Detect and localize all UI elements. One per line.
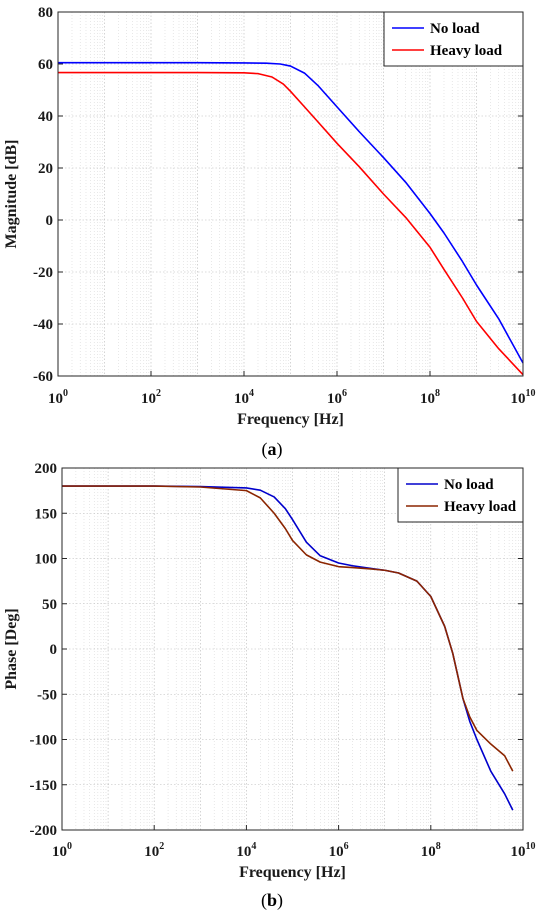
x-tick-label: 100 xyxy=(52,841,72,860)
x-axis-label: Frequency [Hz] xyxy=(237,411,344,428)
x-tick-label: 102 xyxy=(144,841,164,860)
series-line-heavy-load xyxy=(58,71,524,376)
x-tick-label: 106 xyxy=(329,841,349,860)
legend-box xyxy=(397,467,524,523)
legend: No load Heavy load xyxy=(383,11,524,67)
plot-frame xyxy=(57,11,524,377)
x-tick-label: 104 xyxy=(234,388,254,407)
x-tick-label: 1010 xyxy=(511,388,536,407)
caption-a: (a) xyxy=(262,439,283,460)
y-tick-label: 0 xyxy=(46,213,54,229)
legend-label: No load xyxy=(444,477,494,493)
x-tick-label: 104 xyxy=(236,841,256,860)
legend-box xyxy=(383,11,524,67)
y-tick-label: 100 xyxy=(35,552,58,568)
y-tick-label: 80 xyxy=(38,5,53,21)
y-tick-label: -60 xyxy=(33,369,53,385)
y-tick-label: 150 xyxy=(35,506,58,522)
y-tick-label: 40 xyxy=(38,109,53,125)
magnitude-plot: -60 -40 -20 0 20 40 60 80 100 102 104 106 108 1010 Fre… xyxy=(3,5,536,428)
y-tick-label: -100 xyxy=(30,733,58,749)
caption-b: (b) xyxy=(261,890,283,911)
x-tick-label: 108 xyxy=(420,388,440,407)
x-tick-label: 1010 xyxy=(511,841,536,860)
y-tick-label: -200 xyxy=(30,823,58,839)
plot-frame xyxy=(61,467,524,831)
x-tick-label: 100 xyxy=(48,388,68,407)
series-line-no-load xyxy=(58,61,524,364)
legend: No load Heavy load xyxy=(397,467,524,523)
x-tick-label: 102 xyxy=(141,388,161,407)
y-tick-label: 50 xyxy=(42,597,57,613)
legend-label: Heavy load xyxy=(444,499,517,515)
legend-label: Heavy load xyxy=(430,43,503,59)
y-tick-label: 20 xyxy=(38,161,53,177)
y-axis-label: Phase [Deg] xyxy=(3,608,20,689)
x-axis-label: Frequency [Hz] xyxy=(239,864,346,881)
phase-plot: -200 -150 -100 -50 0 50 100 150 200 100 102 104 106 1… xyxy=(3,461,536,881)
x-tick-label: 106 xyxy=(327,388,347,407)
x-tick-label: 108 xyxy=(421,841,441,860)
legend-label: No load xyxy=(430,21,480,37)
y-tick-label: 0 xyxy=(50,642,58,658)
y-tick-label: 60 xyxy=(38,57,53,73)
series-line-heavy-load xyxy=(62,485,514,772)
y-tick-label: -50 xyxy=(37,687,57,703)
y-axis-label: Magnitude [dB] xyxy=(3,140,20,249)
y-tick-label: -150 xyxy=(30,778,58,794)
y-tick-label: -20 xyxy=(33,265,53,281)
series-line-no-load xyxy=(62,485,514,811)
y-tick-label: 200 xyxy=(35,461,58,477)
y-tick-label: -40 xyxy=(33,317,53,333)
